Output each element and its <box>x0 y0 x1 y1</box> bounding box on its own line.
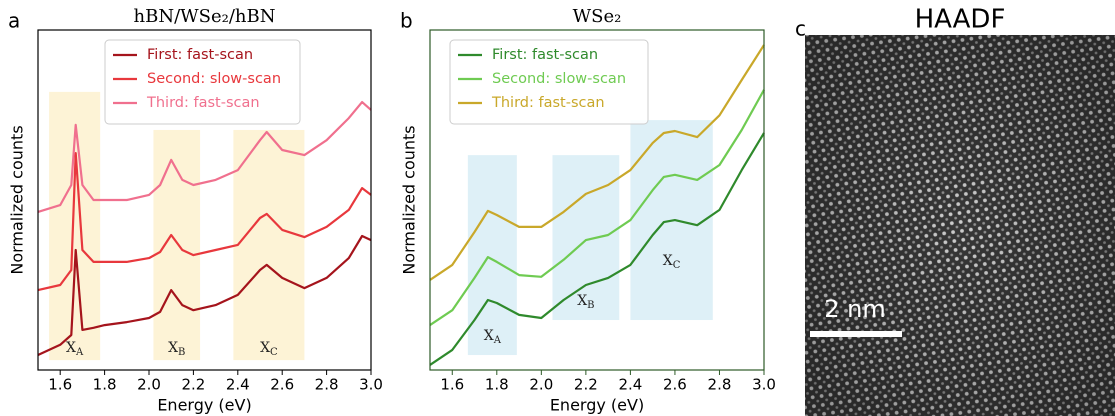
legend-label: Third: fast-scan <box>491 95 605 111</box>
image-title: HAADF <box>915 5 1006 35</box>
x-tick-label: 2.6 <box>663 376 687 394</box>
axes-frame <box>429 29 765 371</box>
series-line <box>37 234 372 356</box>
chart-title: hBN/WSe₂/hBN <box>134 6 276 27</box>
y-axis-label: Normalized counts <box>8 125 27 274</box>
x-axis-label: Energy (eV) <box>157 396 251 415</box>
region-label: XB <box>168 340 185 358</box>
series-line <box>429 132 765 366</box>
region-label-sub: B <box>587 300 594 311</box>
panel-label: c <box>795 17 806 41</box>
legend-box <box>449 39 649 125</box>
region-label-main: X <box>663 253 673 269</box>
micrograph-shade <box>805 35 1115 416</box>
x-tick-label: 1.6 <box>440 376 464 394</box>
highlight-region <box>552 155 620 321</box>
x-tick-label: 1.8 <box>485 376 509 394</box>
x-tick-label: 2.8 <box>315 376 339 394</box>
x-tick-label: 2.4 <box>226 376 250 394</box>
series-line <box>429 89 765 327</box>
region-label-main: X <box>260 340 270 356</box>
region-label-main: X <box>168 340 178 356</box>
region-label-main: X <box>577 293 587 309</box>
scale-bar <box>810 331 902 337</box>
highlight-region <box>233 129 305 361</box>
region-label: XB <box>577 293 594 311</box>
x-tick-label: 2.4 <box>618 376 642 394</box>
region-label: XC <box>260 340 278 358</box>
region-label-main: X <box>66 340 76 356</box>
x-tick-label: 3.0 <box>359 376 383 394</box>
region-label: XC <box>663 253 681 271</box>
legend: First: fast-scan Second: slow-scan Third: … <box>104 39 301 125</box>
legend: First: fast-scan Second: slow-scan Third: … <box>449 39 649 125</box>
x-tick-label: 2.0 <box>529 376 553 394</box>
chart-title: WSe₂ <box>573 6 622 27</box>
y-axis-label: Normalized counts <box>400 125 419 274</box>
x-tick-label: 2.8 <box>708 376 732 394</box>
x-tick-label: 2.2 <box>574 376 598 394</box>
region-label: XA <box>484 328 502 346</box>
panel-label: a <box>8 9 20 33</box>
region-label-sub: A <box>75 346 84 357</box>
legend-label: Second: slow-scan <box>492 71 626 87</box>
series-line <box>37 152 372 292</box>
axes-frame <box>37 29 372 371</box>
panel-label: b <box>400 9 413 33</box>
region-label-sub: C <box>673 259 681 270</box>
image-panel: c HAADF 2 nm <box>795 5 1115 416</box>
region-label-sub: B <box>178 346 185 357</box>
scale-bar-label: 2 nm <box>824 295 886 323</box>
x-axis-label: Energy (eV) <box>550 396 644 415</box>
x-tick-label: 2.6 <box>270 376 294 394</box>
series-line <box>429 44 765 281</box>
region-label: XA <box>66 340 84 358</box>
x-tick-label: 1.8 <box>93 376 117 394</box>
x-tick-label: 1.6 <box>48 376 72 394</box>
highlight-region <box>467 155 517 356</box>
highlight-region <box>153 129 201 361</box>
legend-label: First: fast-scan <box>147 47 253 63</box>
legend-box <box>104 39 301 125</box>
legend-label: First: fast-scan <box>492 47 598 63</box>
region-label-main: X <box>484 328 494 344</box>
x-tick-label: 2.2 <box>181 376 205 394</box>
region-label-sub: C <box>270 346 278 357</box>
series-line <box>37 101 372 213</box>
legend-label: Second: slow-scan <box>147 71 281 87</box>
x-tick-label: 2.0 <box>137 376 161 394</box>
legend-label: Third: fast-scan <box>146 95 260 111</box>
x-tick-label: 3.0 <box>752 376 776 394</box>
region-label-sub: A <box>493 335 502 346</box>
